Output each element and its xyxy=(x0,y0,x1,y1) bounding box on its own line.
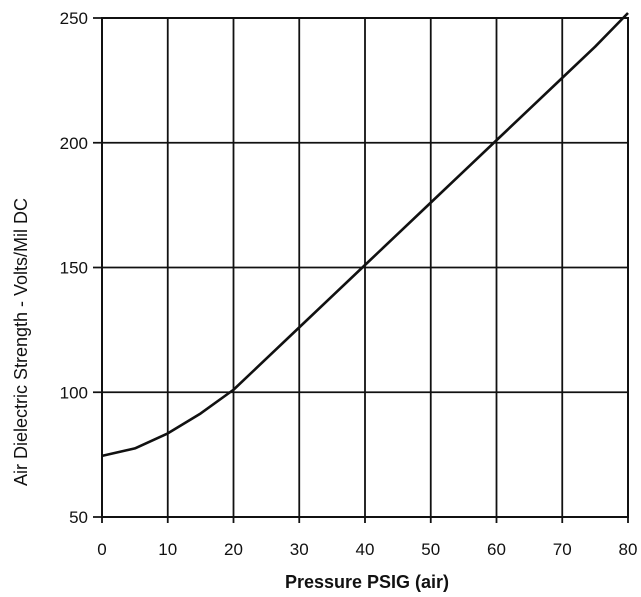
y-axis-title: Air Dielectric Strength - Volts/Mil DC xyxy=(11,198,31,486)
x-tick-label: 50 xyxy=(421,540,440,559)
x-tick-label: 20 xyxy=(224,540,243,559)
plot-border xyxy=(101,17,629,518)
y-tick-labels: 50 100 150 200 250 xyxy=(60,9,88,527)
x-tick-label: 60 xyxy=(487,540,506,559)
series-line xyxy=(101,12,629,458)
y-tick-label: 100 xyxy=(60,383,88,402)
x-tick-label: 0 xyxy=(97,540,106,559)
x-tick-label: 10 xyxy=(158,540,177,559)
y-tick-label: 250 xyxy=(60,9,88,28)
y-tick-label: 150 xyxy=(60,259,88,278)
x-axis-title: Pressure PSIG (air) xyxy=(285,572,449,592)
x-tick-labels: 0 10 20 30 40 50 60 70 80 xyxy=(97,540,637,559)
x-tick-label: 40 xyxy=(356,540,375,559)
x-tick-label: 70 xyxy=(553,540,572,559)
plot-frame xyxy=(101,17,629,518)
y-tick-label: 50 xyxy=(69,508,88,527)
x-tick-label: 80 xyxy=(619,540,638,559)
y-tick-label: 200 xyxy=(60,134,88,153)
series-layer xyxy=(101,12,629,458)
x-tick-label: 30 xyxy=(290,540,309,559)
